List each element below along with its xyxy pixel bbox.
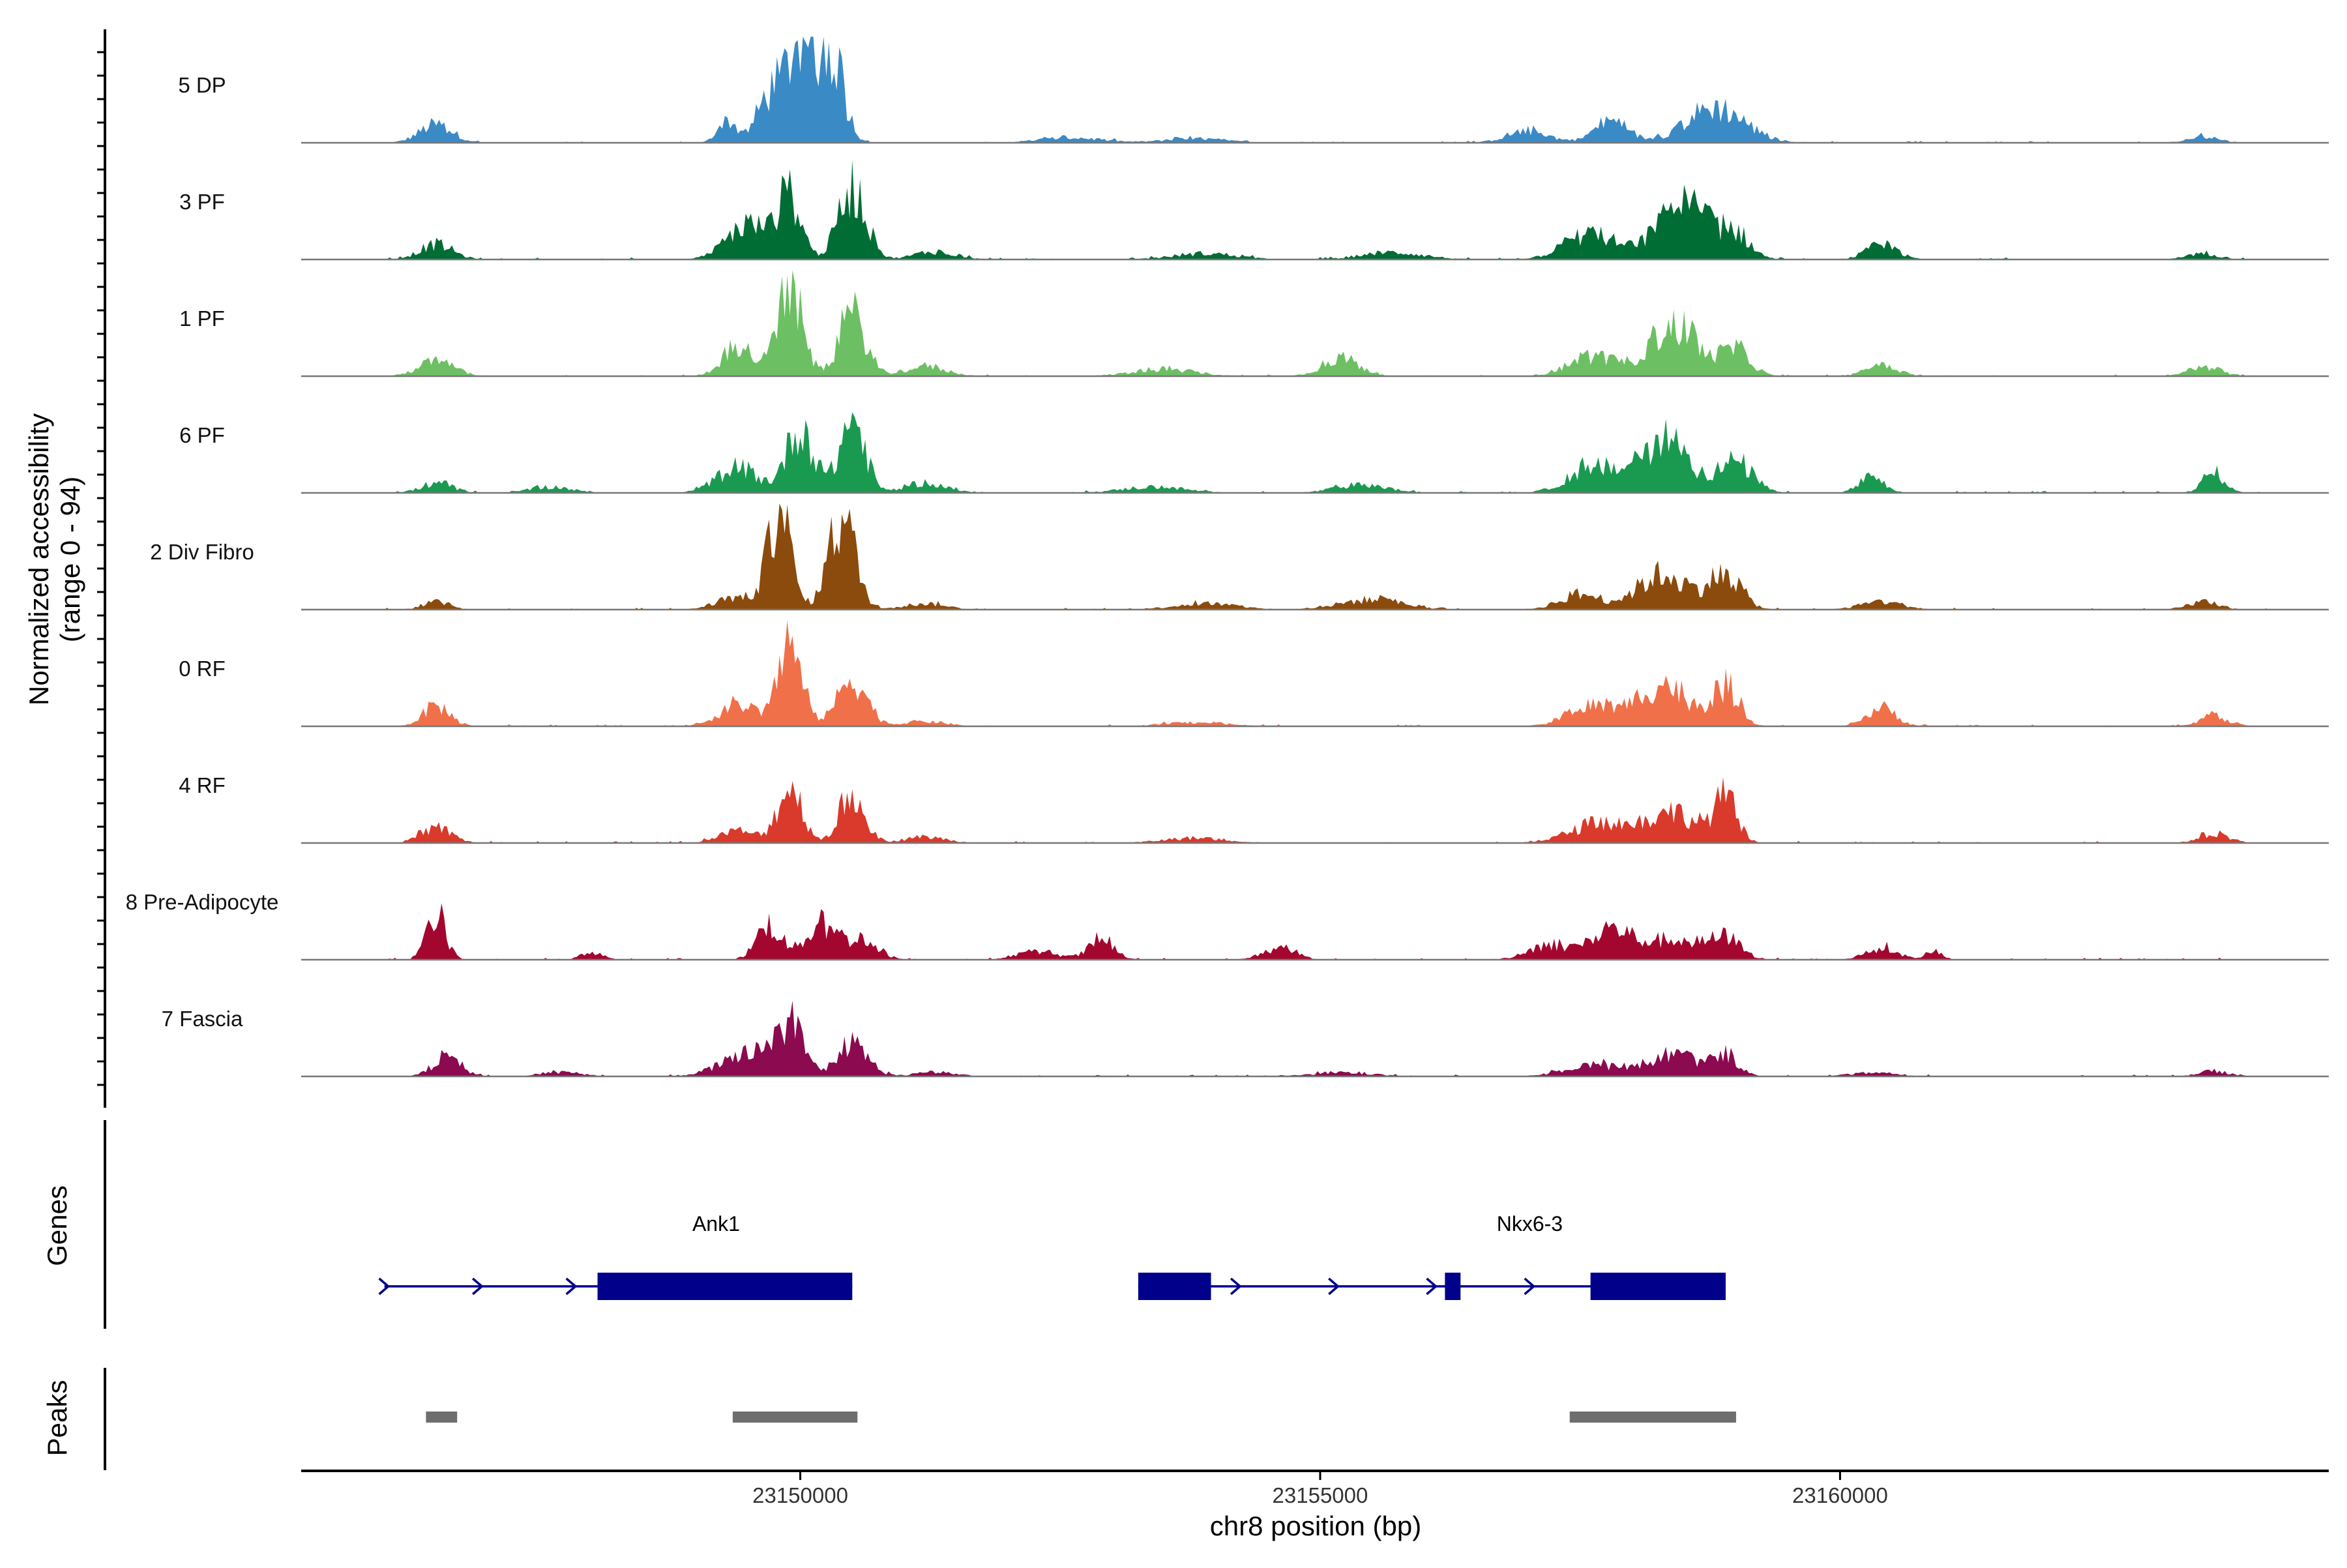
peak-region [1569, 1412, 1736, 1423]
track-6-pf: 6 PF [179, 412, 2329, 494]
genes-panel-label: Genes [42, 1185, 72, 1266]
gene-name: Ank1 [692, 1212, 740, 1235]
strand-arrow [1426, 1277, 1438, 1295]
track-label: 8 Pre-Adipocyte [126, 890, 279, 914]
coverage-area [384, 903, 2267, 960]
coverage-area [384, 37, 2267, 143]
track-2-div-fibro: 2 Div Fibro [150, 503, 2329, 611]
track-7-fascia: 7 Fascia [162, 1000, 2329, 1078]
strand-arrow [471, 1277, 484, 1295]
gene-name: Nkx6-3 [1497, 1212, 1563, 1235]
track-0-rf: 0 RF [179, 620, 2329, 728]
track-1-pf: 1 PF [179, 270, 2329, 377]
track-label: 2 Div Fibro [150, 540, 254, 564]
x-tick-label: 23155000 [1273, 1483, 1368, 1507]
coverage-area [384, 503, 2267, 610]
track-label: 1 PF [179, 306, 225, 331]
peak-region [426, 1412, 458, 1423]
coverage-area [384, 1000, 2267, 1076]
coverage-area [384, 160, 2267, 259]
strand-arrow [565, 1277, 578, 1295]
strand-arrow [1230, 1277, 1242, 1295]
genes-panel: Ank1 Nkx6-3 [378, 1212, 1726, 1300]
track-5-dp: 5 DP [178, 37, 2329, 144]
coverage-area [384, 620, 2267, 726]
gene-exon [1138, 1273, 1211, 1300]
gene-ank1: Ank1 [378, 1212, 853, 1300]
coverage-area [384, 270, 2267, 376]
track-label: 5 DP [178, 73, 226, 97]
strand-arrow [1524, 1277, 1536, 1295]
x-tick-label: 23150000 [752, 1483, 848, 1507]
left-axis-group [97, 29, 106, 1470]
peak-region [732, 1412, 858, 1423]
gene-exon [1445, 1273, 1461, 1300]
track-label: 4 RF [179, 773, 226, 797]
track-3-pf: 3 PF [179, 160, 2329, 261]
peaks-panel-label: Peaks [42, 1380, 72, 1457]
y-axis-range: (range 0 - 94) [55, 477, 85, 642]
gene-nkx6-3: Nkx6-3 [1138, 1212, 1726, 1300]
strand-arrow [378, 1277, 391, 1295]
track-8-pre-adipocyte: 8 Pre-Adipocyte [126, 890, 2329, 961]
y-axis-title: Normalized accessibility [23, 413, 54, 705]
track-label: 6 PF [179, 423, 225, 447]
track-label: 7 Fascia [162, 1007, 243, 1031]
x-tick-label: 23160000 [1792, 1483, 1888, 1507]
x-axis-title: chr8 position (bp) [1210, 1511, 1422, 1541]
peaks-panel [426, 1412, 1736, 1423]
gene-exon [1590, 1273, 1726, 1300]
coverage-area [384, 412, 2267, 493]
track-4-rf: 4 RF [179, 773, 2329, 844]
track-label: 3 PF [179, 190, 225, 214]
gene-exon [597, 1273, 853, 1300]
tracks-group: 5 DP 3 PF 1 PF 6 PF 2 Div Fibro 0 RF 4 RF 8 Pre… [126, 37, 2329, 1078]
strand-arrow [1328, 1277, 1340, 1295]
x-axis-group: 23150000 23155000 23160000 [301, 1470, 2329, 1507]
track-label: 0 RF [179, 657, 226, 681]
coverage-area [384, 777, 2267, 843]
